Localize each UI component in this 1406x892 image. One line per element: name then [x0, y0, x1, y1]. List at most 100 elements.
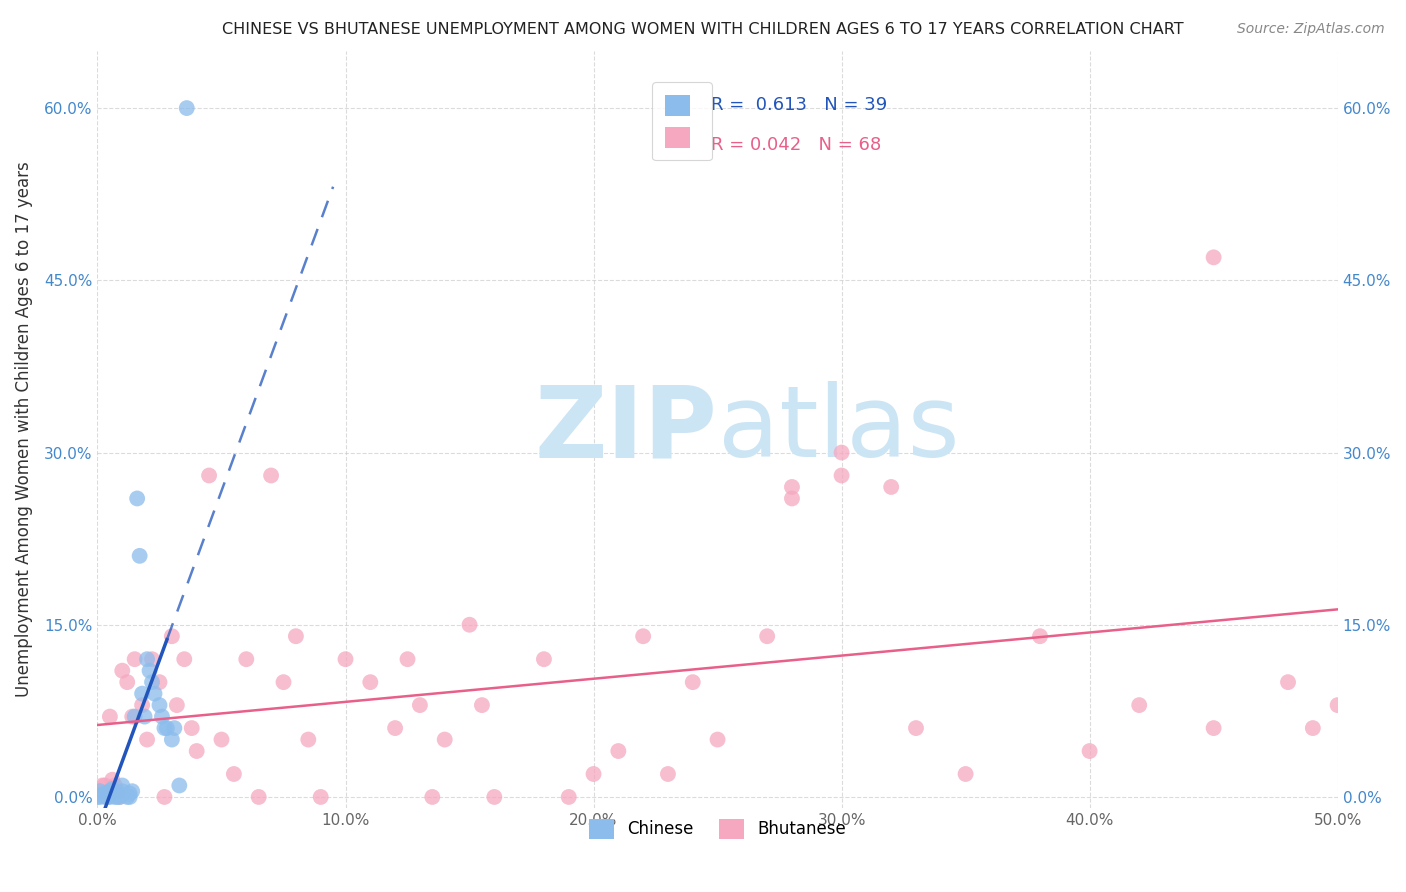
Point: [1202, 721, 1225, 735]
Point: [247, 789, 270, 804]
Point: [127, 491, 149, 506]
Point: [384, 721, 406, 735]
Point: [124, 709, 146, 723]
Point: [134, 709, 156, 723]
Point: [273, 675, 295, 690]
Point: [533, 652, 555, 666]
Point: [297, 732, 319, 747]
Point: [284, 629, 307, 643]
Point: [160, 732, 183, 747]
Point: [111, 664, 134, 678]
Point: [607, 744, 630, 758]
Point: [104, 779, 127, 793]
Point: [101, 781, 124, 796]
Point: [166, 698, 188, 712]
Point: [153, 721, 176, 735]
Point: [143, 687, 166, 701]
Point: [86, 789, 108, 804]
Point: [831, 468, 853, 483]
Point: [91, 779, 114, 793]
Point: [118, 789, 141, 804]
Text: ZIP: ZIP: [534, 381, 717, 478]
Point: [471, 698, 494, 712]
Point: [128, 549, 150, 563]
Point: [955, 767, 977, 781]
Point: [105, 789, 128, 804]
Point: [98, 709, 121, 723]
Point: [108, 789, 131, 804]
Point: [138, 664, 160, 678]
Point: [222, 767, 245, 781]
Text: Source: ZipAtlas.com: Source: ZipAtlas.com: [1237, 22, 1385, 37]
Point: [141, 652, 163, 666]
Point: [458, 617, 481, 632]
Point: [309, 789, 332, 804]
Point: [108, 788, 131, 802]
Point: [657, 767, 679, 781]
Point: [831, 445, 853, 459]
Point: [94, 779, 117, 793]
Point: [104, 789, 127, 804]
Point: [115, 675, 138, 690]
Point: [108, 789, 131, 804]
Point: [141, 675, 163, 690]
Point: [235, 652, 257, 666]
Point: [115, 789, 138, 804]
Point: [96, 789, 118, 804]
Point: [111, 784, 134, 798]
Point: [756, 629, 779, 643]
Legend: Chinese, Bhutanese: Chinese, Bhutanese: [582, 812, 852, 846]
Point: [121, 709, 143, 723]
Point: [1326, 698, 1348, 712]
Point: [420, 789, 443, 804]
Point: [148, 698, 170, 712]
Point: [101, 772, 124, 787]
Point: [153, 789, 176, 804]
Point: [780, 480, 803, 494]
Point: [706, 732, 728, 747]
Point: [105, 784, 128, 798]
Point: [1078, 744, 1101, 758]
Point: [101, 787, 124, 801]
Point: [880, 480, 903, 494]
Point: [631, 629, 654, 643]
Point: [1029, 629, 1052, 643]
Point: [89, 784, 111, 798]
Point: [89, 784, 111, 798]
Text: CHINESE VS BHUTANESE UNEMPLOYMENT AMONG WOMEN WITH CHILDREN AGES 6 TO 17 YEARS C: CHINESE VS BHUTANESE UNEMPLOYMENT AMONG …: [222, 22, 1184, 37]
Point: [96, 789, 118, 804]
Point: [409, 698, 432, 712]
Point: [484, 789, 506, 804]
Point: [1302, 721, 1324, 735]
Point: [173, 652, 195, 666]
Point: [904, 721, 927, 735]
Point: [91, 788, 114, 802]
Point: [111, 779, 134, 793]
Point: [433, 732, 456, 747]
Point: [156, 721, 179, 735]
Point: [198, 468, 221, 483]
Point: [96, 785, 118, 799]
Y-axis label: Unemployment Among Women with Children Ages 6 to 17 years: Unemployment Among Women with Children A…: [15, 161, 32, 698]
Point: [136, 732, 159, 747]
Point: [148, 675, 170, 690]
Point: [121, 784, 143, 798]
Point: [180, 721, 202, 735]
Point: [186, 744, 208, 758]
Point: [396, 652, 419, 666]
Point: [211, 732, 233, 747]
Point: [118, 787, 141, 801]
Point: [98, 789, 121, 804]
Point: [131, 687, 153, 701]
Point: [682, 675, 704, 690]
Text: atlas: atlas: [717, 381, 959, 478]
Point: [558, 789, 581, 804]
Point: [136, 652, 159, 666]
Point: [98, 784, 121, 798]
Point: [359, 675, 381, 690]
Text: R = 0.042   N = 68: R = 0.042 N = 68: [711, 136, 882, 154]
Point: [1128, 698, 1150, 712]
Point: [260, 468, 283, 483]
Point: [124, 652, 146, 666]
Point: [89, 789, 111, 804]
